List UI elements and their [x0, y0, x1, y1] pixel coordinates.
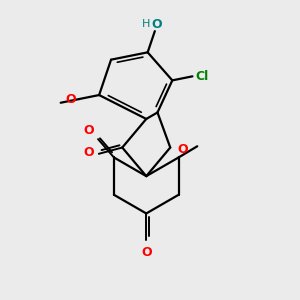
- Text: O: O: [151, 18, 162, 31]
- Text: Cl: Cl: [195, 70, 209, 83]
- Text: H: H: [142, 19, 150, 29]
- Text: O: O: [141, 246, 152, 259]
- Text: O: O: [84, 124, 94, 137]
- Text: O: O: [84, 146, 94, 159]
- Text: O: O: [65, 93, 76, 106]
- Text: O: O: [177, 143, 188, 156]
